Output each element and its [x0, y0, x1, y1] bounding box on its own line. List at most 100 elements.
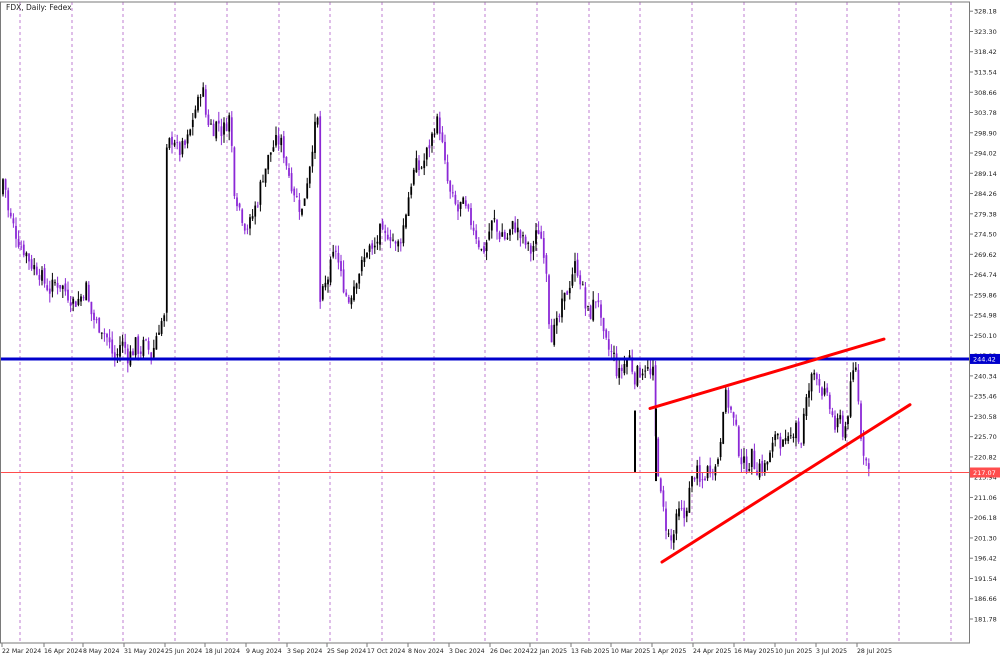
candle-157 [410, 183, 413, 199]
candle-114 [298, 192, 301, 220]
candle-body-71 [186, 134, 189, 144]
candle-68 [178, 141, 181, 162]
candle-body-173 [451, 192, 454, 194]
candle-147 [384, 224, 387, 242]
candle-body-156 [407, 197, 410, 217]
candle-body-274 [714, 466, 717, 476]
candle-body-32 [85, 282, 88, 301]
candle-116 [303, 198, 306, 206]
candle-156 [407, 191, 410, 217]
candle-144 [376, 235, 379, 250]
candle-148 [386, 227, 389, 241]
candle-279 [727, 387, 730, 414]
candle-51 [134, 336, 137, 359]
candle-body-183 [477, 240, 480, 248]
candle-42 [111, 331, 114, 358]
candle-body-95 [249, 217, 251, 229]
candle-246 [641, 368, 644, 381]
candle-body-240 [626, 359, 628, 367]
candle-2 [7, 187, 10, 218]
candle-body-41 [108, 337, 111, 343]
candle-173 [451, 184, 454, 198]
candle-body-72 [189, 129, 192, 136]
candle-22 [59, 284, 62, 292]
candle-131 [342, 260, 345, 294]
candle-body-141 [368, 245, 371, 252]
candle-body-178 [464, 200, 467, 206]
candle-body-90 [236, 197, 238, 207]
candle-body-172 [449, 180, 452, 192]
candle-body-53 [139, 351, 142, 354]
candle-body-60 [158, 332, 160, 335]
candle-body-27 [72, 298, 75, 304]
candle-body-52 [137, 336, 140, 354]
candle-body-288 [750, 448, 753, 468]
candle-body-329 [857, 369, 860, 402]
candle-78 [204, 84, 207, 118]
candle-135 [353, 280, 355, 302]
candle-layer [2, 82, 870, 550]
candle-body-51 [134, 337, 137, 356]
candle-body-249 [649, 368, 652, 375]
candle-body-245 [639, 367, 641, 378]
candle-282 [735, 414, 738, 427]
candle-65 [171, 131, 173, 154]
candle-body-86 [225, 123, 228, 131]
price-tick-label-28: 191.54 [974, 575, 997, 583]
candle-101 [264, 168, 267, 187]
candle-body-218 [568, 287, 571, 294]
candle-body-262 [683, 507, 686, 519]
candle-body-222 [579, 275, 582, 285]
candle-110 [288, 163, 290, 179]
candle-255 [665, 501, 667, 540]
candle-175 [457, 200, 459, 221]
candle-body-56 [147, 341, 150, 350]
candle-body-17 [46, 285, 49, 291]
candle-body-266 [693, 477, 696, 480]
candle-54 [142, 336, 145, 360]
candle-319 [831, 407, 834, 418]
candle-body-239 [623, 364, 626, 374]
candle-44 [116, 348, 119, 363]
candle-4 [12, 213, 15, 228]
time-tick-label-0: 22 Mar 2024 [2, 648, 41, 655]
upper-trendline [648, 337, 886, 410]
candle-body-144 [376, 241, 379, 244]
candle-body-198 [516, 227, 519, 233]
candle-body-185 [483, 246, 485, 253]
time-tick-label-21: 28 Jul 2025 [857, 648, 892, 655]
candle-256 [667, 529, 670, 538]
candle-body-204 [532, 246, 535, 252]
candle-21 [56, 276, 59, 295]
candle-body-203 [529, 245, 532, 254]
candle-body-38 [100, 332, 103, 334]
candle-body-163 [425, 147, 428, 160]
candle-316 [823, 381, 826, 397]
candle-325 [847, 415, 849, 430]
candle-body-210 [548, 275, 550, 325]
candle-71 [186, 129, 189, 149]
candle-53 [139, 346, 142, 358]
candle-207 [540, 225, 543, 240]
candle-body-165 [431, 133, 433, 146]
candle-body-98 [256, 205, 259, 207]
candle-118 [308, 165, 311, 189]
candle-body-34 [90, 301, 93, 315]
candle-body-317 [826, 387, 829, 393]
candle-199 [519, 229, 522, 247]
candle-body-151 [394, 241, 397, 244]
chart-header-label: FDX, Daily: Fedex [6, 3, 72, 12]
candle-76 [199, 94, 202, 107]
candle-128 [334, 245, 337, 260]
candle-70 [184, 139, 186, 149]
candle-body-265 [691, 476, 693, 487]
current-price-price-label: 217.07 [973, 469, 996, 477]
candle-body-83 [217, 120, 220, 124]
candle-body-112 [293, 188, 296, 196]
candle-185 [483, 242, 485, 255]
candle-body-205 [535, 230, 537, 244]
candle-17 [46, 278, 49, 292]
price-tick-label-0: 328.18 [974, 8, 997, 16]
candle-body-148 [386, 234, 389, 240]
candle-body-328 [854, 367, 857, 371]
